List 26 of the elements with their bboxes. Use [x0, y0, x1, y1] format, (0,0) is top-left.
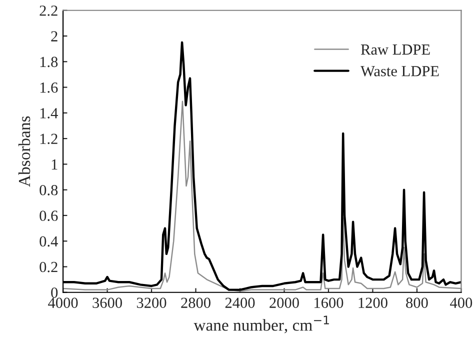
y-tick-label: 0: [51, 288, 58, 298]
x-tick-label: 1600: [314, 298, 344, 308]
x-tick-label: 2800: [181, 298, 210, 308]
x-tick-label: 1200: [358, 298, 388, 308]
y-tick-label: 0.8: [40, 184, 58, 196]
y-tick-label: 0.6: [40, 210, 58, 221]
y-axis-title: Absorbans: [18, 116, 30, 187]
legend-label: Waste LDPE: [360, 66, 439, 76]
x-axis-title: wane number, cm$^{−1}$: [194, 316, 329, 334]
x-tick-label: 2400: [225, 298, 255, 308]
x-tick-label: 400: [450, 298, 472, 308]
x-tick-label: 3600: [92, 298, 122, 308]
x-tick-label: 2000: [270, 298, 299, 308]
y-tick-label: 1.8: [40, 56, 58, 68]
y-tick-label: 2: [51, 31, 58, 42]
x-tick-label: 3200: [136, 298, 166, 308]
y-tick-label: 1.6: [40, 82, 58, 93]
y-tick-label: 1: [52, 159, 58, 170]
y-tick-label: 2.2: [40, 6, 58, 16]
y-tick-label: 1.2: [40, 134, 58, 144]
y-tick-label: 1.4: [40, 108, 58, 118]
x-tick-label: 4000: [48, 298, 78, 308]
legend-label: Raw LDPE: [360, 44, 430, 55]
y-tick-label: 0.2: [40, 262, 58, 272]
x-tick-label: 800: [406, 298, 428, 308]
y-tick-label: 0.4: [40, 236, 58, 247]
